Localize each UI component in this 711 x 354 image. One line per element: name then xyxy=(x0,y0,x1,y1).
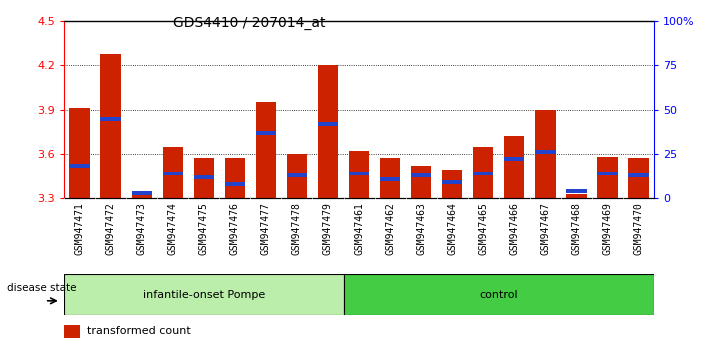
FancyBboxPatch shape xyxy=(343,274,654,315)
Bar xyxy=(64,325,80,338)
Bar xyxy=(411,166,432,198)
Bar xyxy=(380,158,400,198)
FancyBboxPatch shape xyxy=(64,274,343,315)
Bar xyxy=(442,180,462,184)
Bar xyxy=(70,164,90,168)
Text: GSM947477: GSM947477 xyxy=(261,202,271,255)
Bar xyxy=(411,173,432,177)
Bar xyxy=(504,136,525,198)
Bar xyxy=(318,65,338,198)
Bar xyxy=(597,157,618,198)
Text: GSM947478: GSM947478 xyxy=(292,202,302,255)
Bar xyxy=(70,108,90,198)
Text: disease state: disease state xyxy=(7,282,77,293)
Bar xyxy=(256,102,276,198)
Text: GSM947475: GSM947475 xyxy=(199,202,209,255)
Text: GDS4410 / 207014_at: GDS4410 / 207014_at xyxy=(173,16,325,30)
Bar xyxy=(597,171,618,175)
Bar xyxy=(225,158,245,198)
Bar xyxy=(287,173,307,177)
Bar xyxy=(504,157,525,161)
Text: GSM947464: GSM947464 xyxy=(447,202,457,255)
Bar xyxy=(132,191,151,198)
Bar xyxy=(163,147,183,198)
Text: control: control xyxy=(479,290,518,300)
Text: GSM947462: GSM947462 xyxy=(385,202,395,255)
Text: GSM947474: GSM947474 xyxy=(168,202,178,255)
Bar xyxy=(349,171,369,175)
Text: GSM947463: GSM947463 xyxy=(416,202,426,255)
Bar xyxy=(193,175,214,179)
Text: GSM947465: GSM947465 xyxy=(479,202,488,255)
Bar xyxy=(442,170,462,198)
Text: GSM947470: GSM947470 xyxy=(634,202,643,255)
Bar xyxy=(629,173,648,177)
Bar xyxy=(567,189,587,193)
Bar xyxy=(163,171,183,175)
Text: GSM947461: GSM947461 xyxy=(354,202,364,255)
Text: GSM947468: GSM947468 xyxy=(572,202,582,255)
Text: GSM947479: GSM947479 xyxy=(323,202,333,255)
Text: GSM947473: GSM947473 xyxy=(137,202,146,255)
Bar xyxy=(318,122,338,126)
Bar xyxy=(100,54,121,198)
Bar xyxy=(535,150,555,154)
Bar xyxy=(193,158,214,198)
Bar xyxy=(474,147,493,198)
Bar xyxy=(567,194,587,198)
Text: GSM947471: GSM947471 xyxy=(75,202,85,255)
Text: GSM947466: GSM947466 xyxy=(509,202,519,255)
Bar xyxy=(287,154,307,198)
Bar xyxy=(380,177,400,181)
Bar xyxy=(474,171,493,175)
Text: infantile-onset Pompe: infantile-onset Pompe xyxy=(143,290,265,300)
Text: GSM947467: GSM947467 xyxy=(540,202,550,255)
Bar xyxy=(349,151,369,198)
Text: transformed count: transformed count xyxy=(87,326,191,336)
Bar xyxy=(629,158,648,198)
Text: GSM947476: GSM947476 xyxy=(230,202,240,255)
Text: GSM947469: GSM947469 xyxy=(602,202,613,255)
Bar xyxy=(100,116,121,120)
Bar xyxy=(535,110,555,198)
Bar xyxy=(256,131,276,135)
Bar xyxy=(132,191,151,195)
Bar xyxy=(225,182,245,186)
Text: GSM947472: GSM947472 xyxy=(105,202,116,255)
